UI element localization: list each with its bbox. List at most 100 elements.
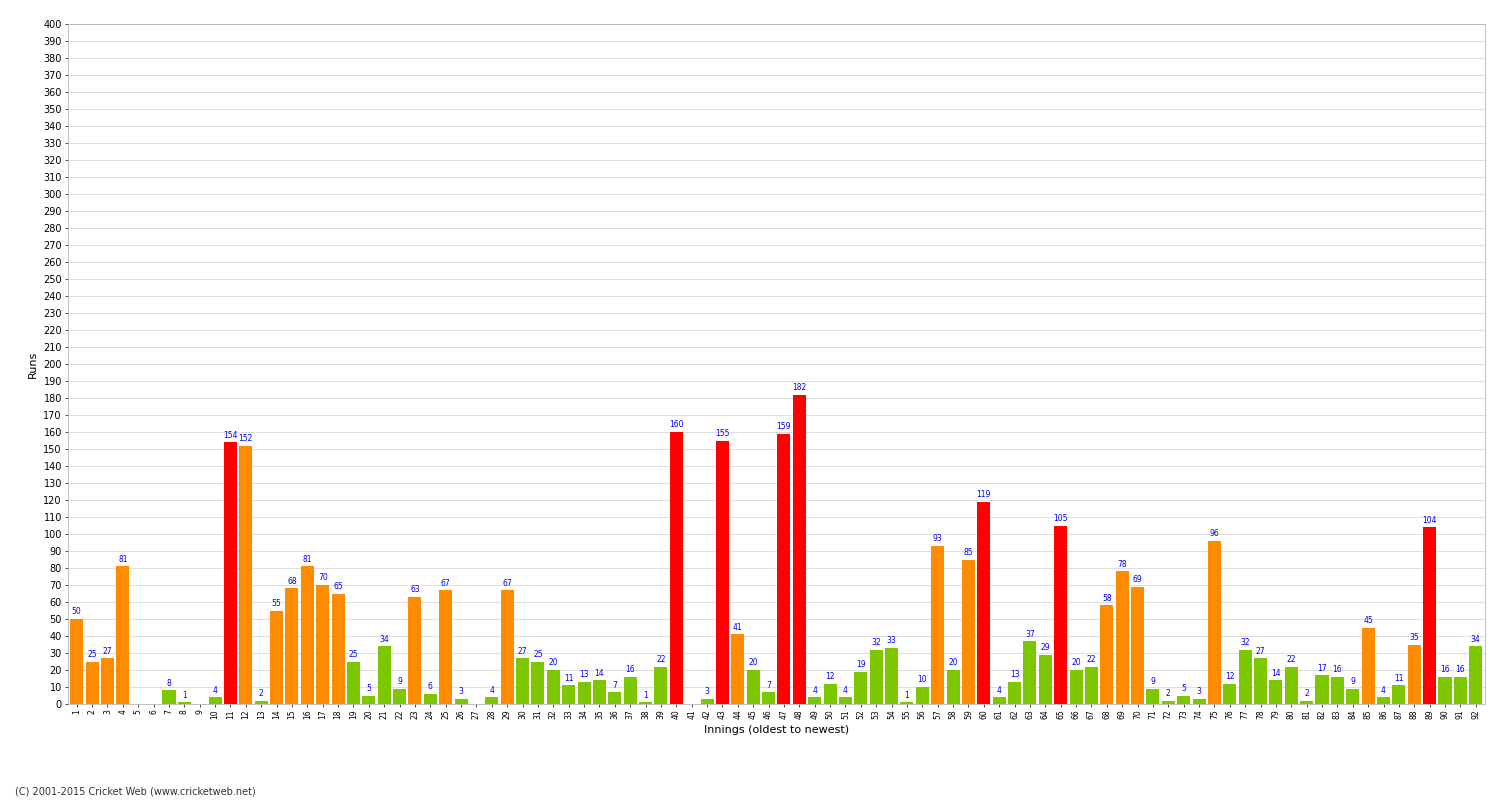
Bar	[255, 701, 267, 704]
Bar	[824, 683, 837, 704]
Bar	[732, 634, 744, 704]
Bar	[270, 610, 284, 704]
Text: 16: 16	[626, 666, 634, 674]
Bar	[285, 589, 298, 704]
Text: 6: 6	[427, 682, 433, 691]
Text: 85: 85	[963, 548, 974, 557]
Text: 22: 22	[656, 655, 666, 664]
Bar	[1146, 689, 1160, 704]
Text: 14: 14	[1270, 669, 1281, 678]
Text: 25: 25	[348, 650, 358, 659]
Bar	[700, 699, 714, 704]
Bar	[978, 502, 990, 704]
Text: 1: 1	[904, 690, 909, 700]
Bar	[1008, 682, 1022, 704]
Bar	[946, 670, 960, 704]
Text: 37: 37	[1024, 630, 1035, 638]
Bar	[531, 662, 544, 704]
Text: 13: 13	[579, 670, 590, 679]
Bar	[609, 692, 621, 704]
Text: 9: 9	[1150, 677, 1155, 686]
Bar	[962, 559, 975, 704]
Bar	[777, 434, 790, 704]
Bar	[1316, 675, 1329, 704]
Text: 27: 27	[1256, 646, 1266, 655]
Text: 155: 155	[716, 429, 729, 438]
Bar	[670, 432, 682, 704]
Bar	[870, 650, 882, 704]
Text: 10: 10	[918, 675, 927, 685]
Bar	[548, 670, 560, 704]
Bar	[855, 672, 867, 704]
Text: 93: 93	[933, 534, 942, 543]
Bar	[178, 702, 190, 704]
Bar	[1468, 646, 1482, 704]
Bar	[378, 646, 390, 704]
Bar	[1438, 677, 1452, 704]
Text: 33: 33	[886, 636, 897, 646]
Bar	[316, 585, 328, 704]
Text: 2: 2	[1305, 689, 1310, 698]
Text: 45: 45	[1364, 616, 1372, 625]
Bar	[70, 619, 84, 704]
Bar	[1346, 689, 1359, 704]
Bar	[639, 702, 652, 704]
Text: 16: 16	[1440, 666, 1450, 674]
Text: 14: 14	[594, 669, 604, 678]
Bar	[1224, 683, 1236, 704]
Bar	[1392, 686, 1406, 704]
Text: 11: 11	[1394, 674, 1404, 682]
Y-axis label: Runs: Runs	[28, 350, 38, 378]
Bar	[1424, 527, 1436, 704]
Bar	[1239, 650, 1251, 704]
Bar	[1116, 571, 1128, 704]
Text: 154: 154	[224, 430, 237, 440]
Text: 25: 25	[87, 650, 98, 659]
Text: 7: 7	[612, 681, 618, 690]
Text: 2: 2	[1166, 689, 1170, 698]
Text: 5: 5	[366, 684, 372, 693]
Bar	[1269, 680, 1282, 704]
Bar	[516, 658, 530, 704]
Text: 182: 182	[792, 383, 807, 392]
Bar	[1023, 641, 1036, 704]
Bar	[993, 697, 1005, 704]
Bar	[1454, 677, 1467, 704]
Bar	[916, 687, 928, 704]
Text: 70: 70	[318, 574, 327, 582]
Bar	[747, 670, 759, 704]
Bar	[932, 546, 944, 704]
Bar	[794, 394, 806, 704]
Text: 34: 34	[1472, 634, 1480, 644]
Bar	[1162, 701, 1174, 704]
Bar	[1362, 627, 1374, 704]
Bar	[839, 697, 852, 704]
Text: 1: 1	[182, 690, 186, 700]
Bar	[562, 686, 574, 704]
Text: 17: 17	[1317, 663, 1328, 673]
Text: 96: 96	[1209, 530, 1219, 538]
Bar	[393, 689, 406, 704]
Bar	[578, 682, 591, 704]
Bar	[302, 566, 313, 704]
Bar	[332, 594, 345, 704]
Text: 20: 20	[549, 658, 558, 667]
Bar	[1131, 586, 1144, 704]
Text: 20: 20	[748, 658, 758, 667]
Text: 41: 41	[734, 622, 742, 632]
Bar	[424, 694, 436, 704]
Text: 16: 16	[1332, 666, 1342, 674]
Bar	[762, 692, 776, 704]
Text: 8: 8	[166, 679, 171, 688]
Bar	[1254, 658, 1268, 704]
Text: 65: 65	[333, 582, 344, 591]
Bar	[86, 662, 99, 704]
Text: 105: 105	[1053, 514, 1068, 523]
Bar	[209, 697, 222, 704]
Text: 27: 27	[102, 646, 112, 655]
Text: 4: 4	[1382, 686, 1386, 694]
Bar	[1040, 654, 1052, 704]
Bar	[1084, 666, 1098, 704]
Text: 29: 29	[1041, 643, 1050, 652]
Bar	[1300, 701, 1312, 704]
